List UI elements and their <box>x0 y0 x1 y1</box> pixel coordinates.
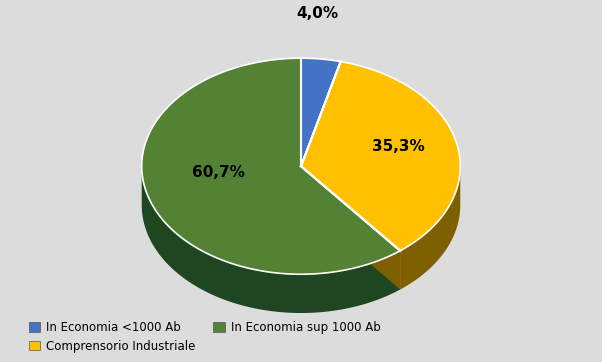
Text: 60,7%: 60,7% <box>193 165 246 180</box>
Polygon shape <box>301 62 461 251</box>
Polygon shape <box>400 167 461 290</box>
Text: 35,3%: 35,3% <box>372 139 424 154</box>
Text: 4,0%: 4,0% <box>297 7 339 21</box>
Polygon shape <box>141 166 400 313</box>
Polygon shape <box>141 58 400 274</box>
Legend: In Economia <1000 Ab, Comprensorio Industriale, In Economia sup 1000 Ab: In Economia <1000 Ab, Comprensorio Indus… <box>24 316 386 357</box>
Polygon shape <box>301 166 400 290</box>
Polygon shape <box>301 58 341 166</box>
Polygon shape <box>301 166 400 290</box>
